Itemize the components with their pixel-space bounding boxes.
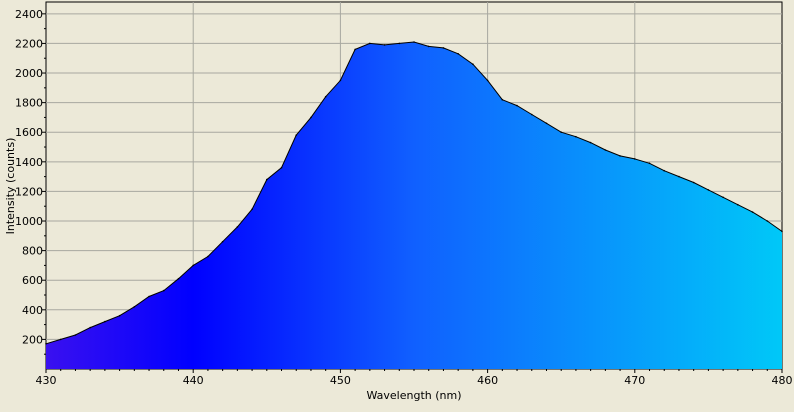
data-point xyxy=(648,162,651,165)
data-point xyxy=(619,155,621,157)
y-tick-label: 1000 xyxy=(15,215,43,228)
data-point xyxy=(634,158,636,160)
data-point xyxy=(604,149,607,151)
data-point xyxy=(766,220,769,222)
data-point xyxy=(163,289,165,292)
spectrum-area-fill xyxy=(46,42,782,369)
y-tick-label: 800 xyxy=(22,245,43,258)
data-point xyxy=(148,295,150,298)
data-point xyxy=(295,134,298,136)
data-point xyxy=(192,264,194,267)
data-point xyxy=(133,306,136,308)
data-point xyxy=(560,131,562,133)
y-tick-label: 1800 xyxy=(15,97,43,110)
data-point xyxy=(486,79,489,82)
data-point xyxy=(236,226,239,228)
data-point xyxy=(221,240,224,243)
data-point xyxy=(369,42,371,45)
data-point xyxy=(751,211,754,213)
spectrum-line xyxy=(45,41,783,345)
data-point xyxy=(663,169,665,172)
y-tick-label: 200 xyxy=(22,333,43,346)
data-point xyxy=(692,181,695,184)
data-point xyxy=(59,338,62,341)
y-tick-label: 400 xyxy=(22,304,43,317)
y-tick-label: 1400 xyxy=(15,156,43,169)
data-point xyxy=(45,343,47,345)
data-point xyxy=(339,79,342,82)
data-point xyxy=(280,166,283,169)
data-point xyxy=(442,47,445,49)
data-point xyxy=(383,44,386,46)
data-point xyxy=(707,189,710,191)
y-tick-label: 1200 xyxy=(15,185,43,198)
data-point xyxy=(354,48,356,51)
data-point xyxy=(177,277,180,280)
spectrum-area xyxy=(46,42,782,369)
data-point xyxy=(427,45,430,48)
y-tick-label: 600 xyxy=(22,274,43,287)
data-point xyxy=(781,230,783,233)
y-tick-label: 2000 xyxy=(15,67,43,80)
data-point xyxy=(589,141,592,144)
data-point xyxy=(722,196,724,199)
data-point xyxy=(678,175,680,178)
data-point xyxy=(472,63,474,65)
data-point xyxy=(207,255,209,258)
data-point xyxy=(251,208,253,210)
data-point xyxy=(74,334,77,336)
y-tick-label: 1600 xyxy=(15,126,43,139)
data-point xyxy=(324,95,327,98)
data-point xyxy=(545,122,548,125)
y-tick-label: 2400 xyxy=(15,8,43,21)
data-point xyxy=(413,41,415,43)
y-tick-label: 2200 xyxy=(15,37,43,50)
data-point xyxy=(89,326,91,329)
x-axis-label: Wavelength (nm) xyxy=(366,389,461,402)
data-point xyxy=(104,320,106,323)
x-tick-label: 460 xyxy=(477,374,498,387)
data-point xyxy=(575,135,577,138)
data-point xyxy=(266,178,268,181)
data-point xyxy=(457,53,460,55)
data-point xyxy=(501,98,504,101)
data-point xyxy=(310,116,312,119)
x-tick-label: 470 xyxy=(624,374,645,387)
x-tick-label: 450 xyxy=(330,374,351,387)
x-tick-label: 430 xyxy=(36,374,57,387)
data-point xyxy=(398,42,401,45)
data-point xyxy=(516,104,518,107)
data-point xyxy=(737,203,739,206)
data-point xyxy=(118,314,121,317)
axes: 430 440 450 460 470 480 200 400 600 800 1000 1200 14… xyxy=(15,8,793,387)
y-axis-label: Intensity (counts) xyxy=(4,138,17,235)
data-point xyxy=(531,113,533,116)
x-tick-label: 440 xyxy=(183,374,204,387)
x-tick-label: 480 xyxy=(772,374,793,387)
